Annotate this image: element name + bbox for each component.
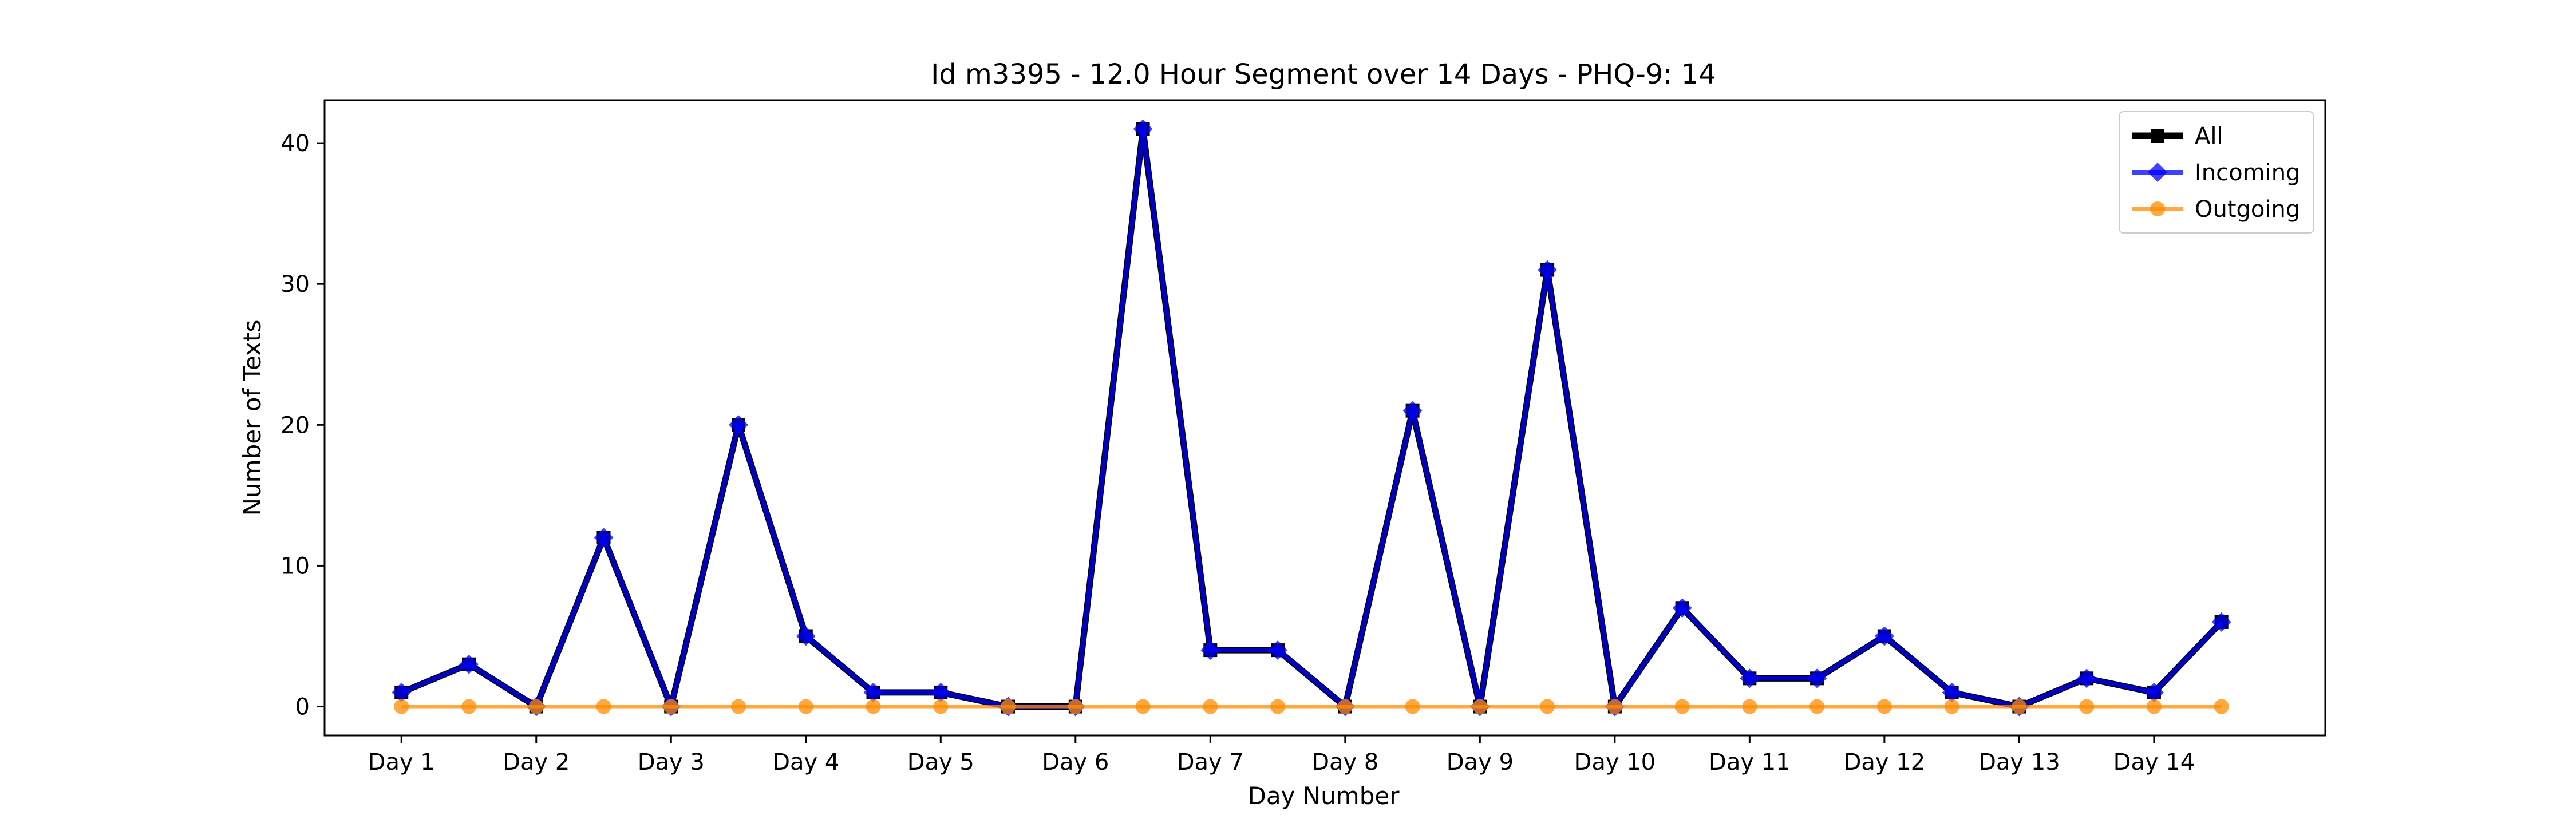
legend-label-all: All bbox=[2195, 123, 2223, 149]
y-tick-label: 0 bbox=[295, 694, 310, 721]
plot-series bbox=[392, 119, 2231, 717]
x-tick-label: Day 3 bbox=[638, 749, 705, 775]
data-point-incoming bbox=[1874, 626, 1894, 646]
x-tick-label: Day 10 bbox=[1574, 749, 1656, 775]
x-tick-label: Day 6 bbox=[1042, 749, 1109, 775]
data-point-outgoing bbox=[933, 699, 949, 714]
data-point-incoming bbox=[392, 682, 412, 702]
data-point-outgoing bbox=[394, 699, 409, 714]
x-axis-label: Day Number bbox=[1247, 782, 1400, 810]
data-point-outgoing bbox=[1001, 699, 1016, 714]
data-point-incoming bbox=[2211, 612, 2231, 632]
data-point-outgoing bbox=[1270, 699, 1286, 714]
series-line-incoming bbox=[400, 126, 2223, 709]
data-point-outgoing bbox=[1472, 699, 1488, 714]
x-axis: Day 1 Day 2 Day 3 Day 4 Day 5 Day 6 Day 7 Day 8… bbox=[368, 735, 2195, 775]
data-point-outgoing bbox=[1809, 699, 1825, 714]
data-point-incoming bbox=[863, 682, 883, 702]
data-point-outgoing bbox=[1876, 699, 1892, 714]
y-tick-label: 20 bbox=[280, 412, 310, 438]
data-point-incoming bbox=[1807, 668, 1827, 688]
data-point-outgoing bbox=[528, 699, 544, 714]
data-point-outgoing bbox=[2214, 699, 2229, 714]
x-tick-label: Day 12 bbox=[1844, 749, 1926, 775]
data-point-outgoing bbox=[663, 699, 679, 714]
data-point-incoming bbox=[931, 682, 951, 702]
y-tick-label: 40 bbox=[280, 130, 310, 157]
data-point-incoming bbox=[1740, 668, 1760, 688]
data-point-incoming bbox=[1268, 640, 1288, 660]
y-tick-label: 10 bbox=[280, 553, 310, 579]
data-point-incoming bbox=[1133, 119, 1153, 139]
data-point-incoming bbox=[1538, 260, 1558, 280]
data-point-outgoing bbox=[2146, 699, 2162, 714]
x-tick-label: Day 7 bbox=[1177, 749, 1244, 775]
data-point-outgoing bbox=[1607, 699, 1622, 714]
data-point-outgoing bbox=[866, 699, 881, 714]
data-point-outgoing bbox=[1674, 699, 1690, 714]
legend-marker-incoming bbox=[2148, 163, 2167, 182]
data-point-outgoing bbox=[1203, 699, 1218, 714]
x-tick-label: Day 5 bbox=[907, 749, 974, 775]
data-point-incoming bbox=[729, 415, 749, 435]
data-point-outgoing bbox=[1944, 699, 1959, 714]
data-point-outgoing bbox=[798, 699, 813, 714]
data-point-outgoing bbox=[2012, 699, 2027, 714]
data-point-incoming bbox=[796, 626, 816, 646]
legend: All Incoming Outgoing bbox=[2119, 111, 2314, 234]
x-tick-label: Day 9 bbox=[1447, 749, 1514, 775]
legend-label-outgoing: Outgoing bbox=[2195, 196, 2300, 223]
y-axis-label: Number of Texts bbox=[238, 320, 266, 516]
x-tick-label: Day 11 bbox=[1709, 749, 1791, 775]
x-tick-label: Day 8 bbox=[1311, 749, 1378, 775]
data-point-outgoing bbox=[461, 699, 476, 714]
data-point-outgoing bbox=[1742, 699, 1757, 714]
data-point-incoming bbox=[459, 654, 479, 674]
data-point-outgoing bbox=[1405, 699, 1420, 714]
data-point-incoming bbox=[594, 528, 614, 548]
data-point-outgoing bbox=[1068, 699, 1083, 714]
data-point-outgoing bbox=[596, 699, 611, 714]
x-tick-label: Day 4 bbox=[772, 749, 839, 775]
y-axis: 0 10 20 30 40 bbox=[280, 130, 325, 721]
legend-marker-outgoing bbox=[2150, 201, 2165, 216]
x-tick-label: Day 13 bbox=[1978, 749, 2060, 775]
data-point-incoming bbox=[1942, 682, 1962, 702]
plot-frame bbox=[323, 99, 2326, 737]
x-tick-label: Day 2 bbox=[503, 749, 570, 775]
data-point-incoming bbox=[1200, 640, 1220, 660]
data-point-outgoing bbox=[1540, 699, 1555, 714]
legend-label-incoming: Incoming bbox=[2195, 160, 2300, 186]
y-tick-label: 30 bbox=[280, 271, 310, 298]
data-point-incoming bbox=[2077, 668, 2097, 688]
data-point-outgoing bbox=[1337, 699, 1353, 714]
data-point-outgoing bbox=[731, 699, 746, 714]
data-point-outgoing bbox=[1135, 699, 1151, 714]
x-tick-label: Day 14 bbox=[2113, 749, 2195, 775]
chart-title: Id m3395 - 12.0 Hour Segment over 14 Day… bbox=[931, 58, 1716, 90]
data-point-incoming bbox=[2144, 682, 2164, 702]
data-point-outgoing bbox=[2079, 699, 2095, 714]
data-point-incoming bbox=[1402, 401, 1423, 421]
legend-box bbox=[2119, 111, 2314, 234]
x-tick-label: Day 1 bbox=[368, 749, 435, 775]
data-point-incoming bbox=[1672, 598, 1692, 618]
legend-marker-all bbox=[2151, 129, 2164, 143]
